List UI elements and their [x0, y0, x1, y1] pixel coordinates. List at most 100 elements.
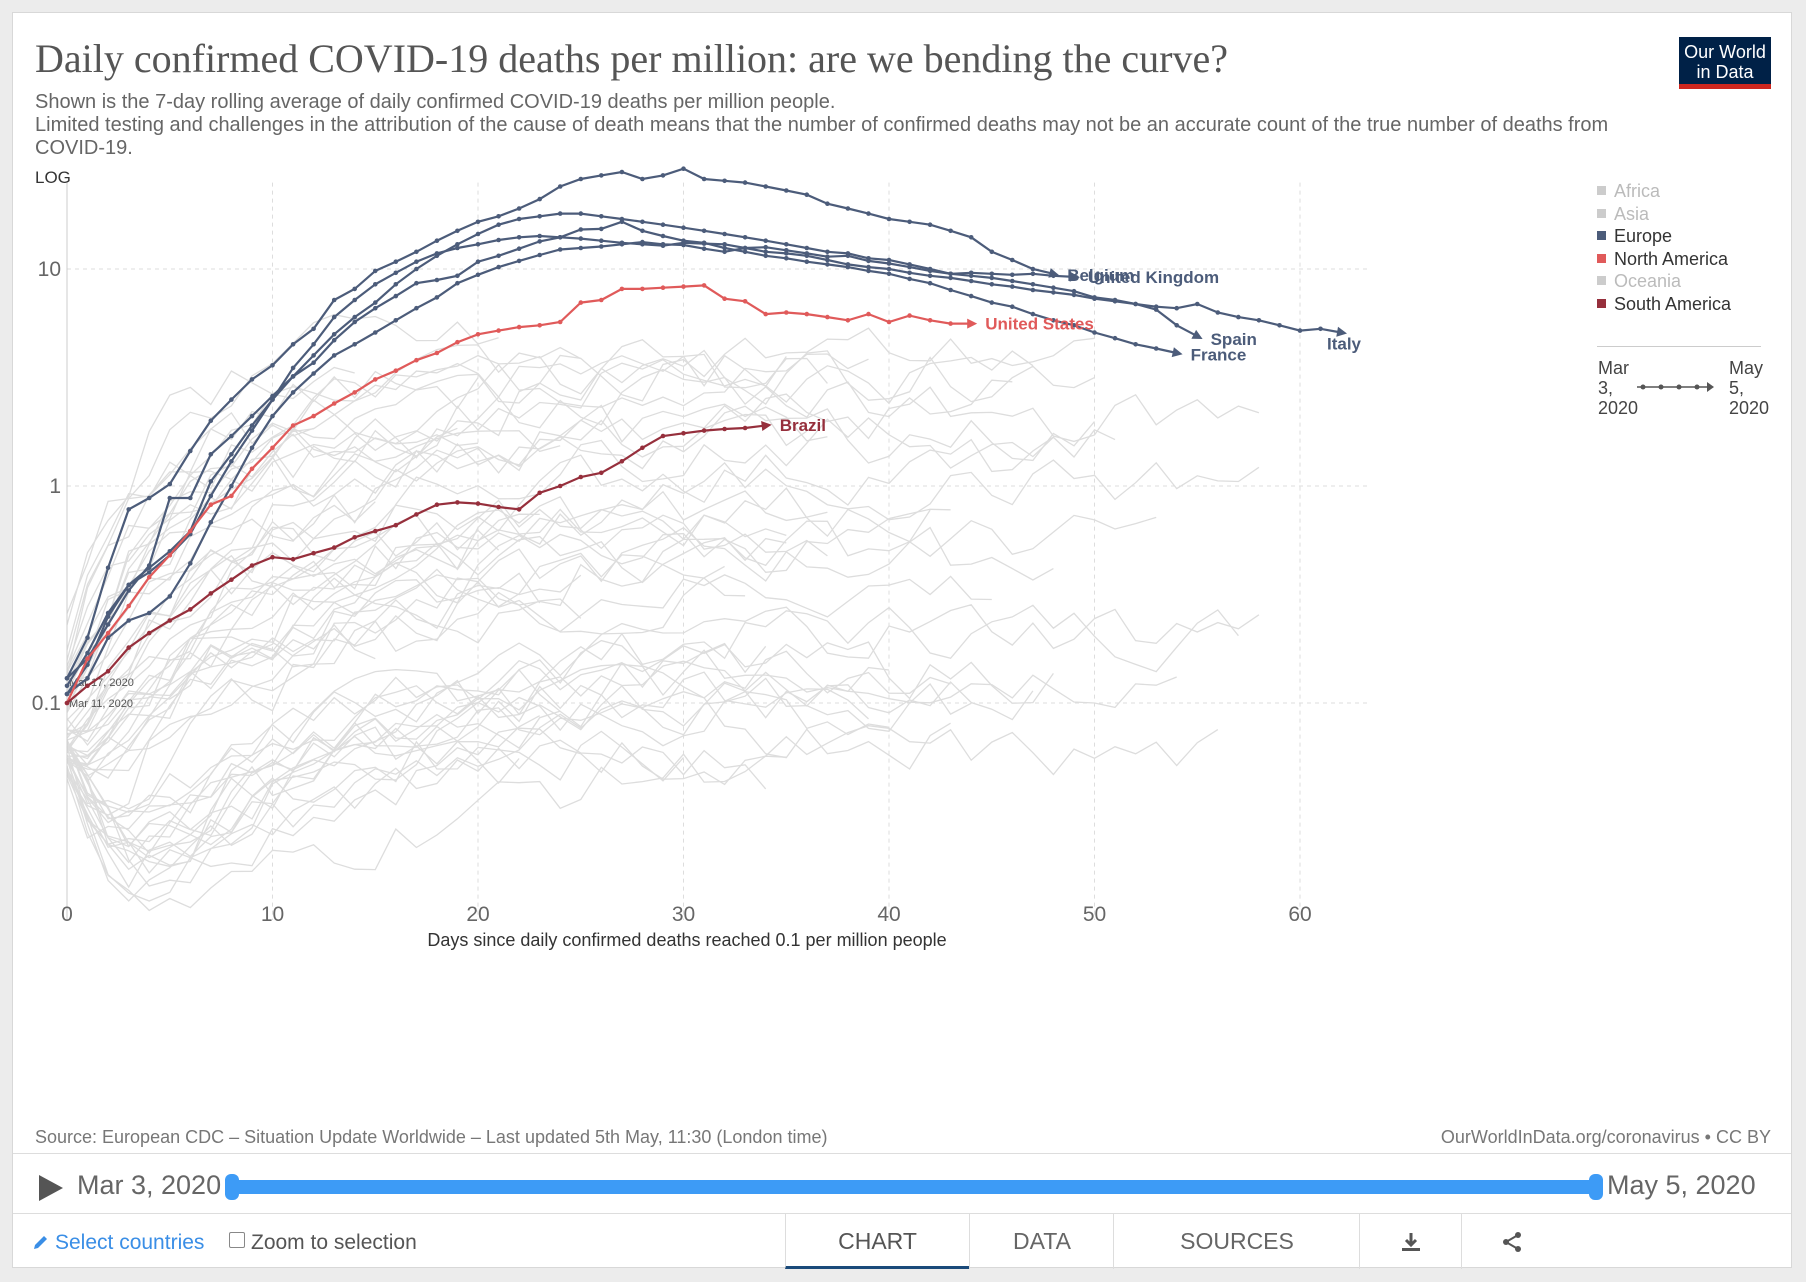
legend-swatch — [1597, 208, 1606, 218]
background-series-line — [66, 436, 1054, 739]
data-point — [927, 273, 933, 279]
data-point — [722, 426, 727, 432]
data-point — [249, 377, 255, 382]
background-series-line — [66, 725, 1219, 912]
credit-link[interactable]: OurWorldInData.org/coronavirus • CC BY — [1440, 1127, 1771, 1147]
legend-item-north-america[interactable]: North America — [1597, 247, 1728, 271]
data-point — [948, 275, 953, 281]
data-point — [578, 300, 584, 305]
data-point — [866, 264, 871, 270]
background-series-line — [66, 513, 540, 743]
legend-item-africa[interactable]: Africa — [1597, 179, 1660, 203]
background-series-group — [66, 313, 1260, 912]
play-icon[interactable] — [39, 1175, 63, 1201]
data-point — [331, 337, 337, 343]
tab-data[interactable]: DATA — [969, 1214, 1114, 1269]
background-series-line — [66, 691, 951, 902]
data-point — [968, 278, 974, 284]
timeline-end-handle[interactable] — [1589, 1174, 1603, 1200]
background-series-line — [66, 735, 520, 845]
data-point — [804, 192, 810, 197]
select-countries-label: Select countries — [55, 1231, 205, 1254]
data-point — [188, 528, 193, 534]
data-point — [188, 495, 193, 501]
data-point — [208, 452, 214, 457]
tab-chart[interactable]: CHART — [785, 1214, 969, 1269]
legend-swatch — [1597, 299, 1606, 308]
data-point — [496, 222, 501, 227]
y-tick-label: 1 — [49, 475, 61, 498]
data-point — [537, 323, 542, 328]
data-point — [537, 214, 542, 219]
data-point — [845, 253, 851, 259]
data-point — [434, 251, 440, 256]
y-tick-label: 10 — [38, 258, 61, 281]
data-point — [146, 630, 152, 636]
data-point — [229, 493, 234, 499]
data-point — [516, 258, 522, 264]
series-arrow — [1336, 326, 1347, 337]
data-point — [311, 371, 316, 376]
legend-item-europe[interactable]: Europe — [1597, 224, 1672, 248]
background-series-line — [66, 639, 951, 864]
data-point — [455, 228, 460, 234]
timeline-start-handle[interactable] — [225, 1174, 239, 1200]
data-point — [557, 319, 563, 325]
share-button[interactable] — [1461, 1214, 1562, 1269]
data-point — [475, 219, 481, 225]
legend-item-asia[interactable]: Asia — [1597, 202, 1649, 226]
data-point — [1133, 301, 1138, 307]
data-point — [599, 297, 604, 303]
series-label-brazil: Brazil — [780, 416, 826, 435]
download-button[interactable] — [1359, 1214, 1462, 1269]
data-point — [722, 245, 727, 251]
data-point — [455, 339, 460, 345]
data-point — [1092, 295, 1097, 300]
data-point — [414, 357, 419, 363]
series-label-united-kingdom: United Kingdom — [1088, 268, 1219, 287]
data-point — [886, 257, 892, 263]
legend-label: South America — [1614, 294, 1732, 314]
data-point — [434, 238, 440, 243]
data-point — [1153, 304, 1159, 310]
data-point — [825, 201, 830, 206]
data-point — [1133, 342, 1138, 347]
background-series-line — [66, 386, 1260, 736]
background-series-line — [66, 521, 500, 750]
legend-swatch — [1597, 276, 1606, 286]
legend-item-south-america[interactable]: South America — [1597, 292, 1731, 316]
legend-label: Africa — [1614, 181, 1661, 201]
data-point — [126, 618, 131, 623]
zoom-to-selection[interactable]: Zoom to selection — [229, 1231, 417, 1255]
log-scale-toggle[interactable]: LOG — [35, 168, 71, 187]
data-point — [989, 275, 995, 281]
data-point — [886, 271, 892, 277]
data-point — [907, 264, 912, 270]
data-point — [660, 233, 666, 239]
legend-swatch — [1597, 253, 1606, 263]
data-point — [393, 368, 399, 374]
select-countries-button[interactable]: Select countries — [31, 1231, 204, 1255]
tab-sources[interactable]: SOURCES — [1113, 1214, 1360, 1269]
data-point — [640, 239, 645, 245]
line-chart: 0 10 20 30 40 50 60 0.1 1 10 Days since daily conf… — [32, 166, 1368, 950]
data-point — [249, 445, 255, 451]
data-point — [742, 299, 748, 304]
data-point — [681, 225, 686, 230]
data-point — [701, 240, 707, 246]
data-point — [373, 268, 378, 274]
data-point — [270, 413, 275, 419]
data-point — [804, 251, 810, 256]
data-point — [1030, 282, 1036, 287]
legend-item-oceania[interactable]: Oceania — [1597, 269, 1681, 293]
data-point — [311, 413, 316, 419]
highlighted-series-group — [64, 166, 1347, 706]
data-point — [126, 645, 131, 650]
divider — [13, 1153, 1791, 1154]
chart-frame: Daily confirmed COVID-19 deaths per mill… — [12, 12, 1792, 1269]
legend-label: Oceania — [1614, 271, 1682, 292]
timeline-slider[interactable] — [231, 1180, 1595, 1194]
owid-logo[interactable]: Our World in Data — [1679, 37, 1771, 89]
zoom-checkbox[interactable] — [229, 1232, 245, 1248]
data-point — [927, 280, 933, 286]
